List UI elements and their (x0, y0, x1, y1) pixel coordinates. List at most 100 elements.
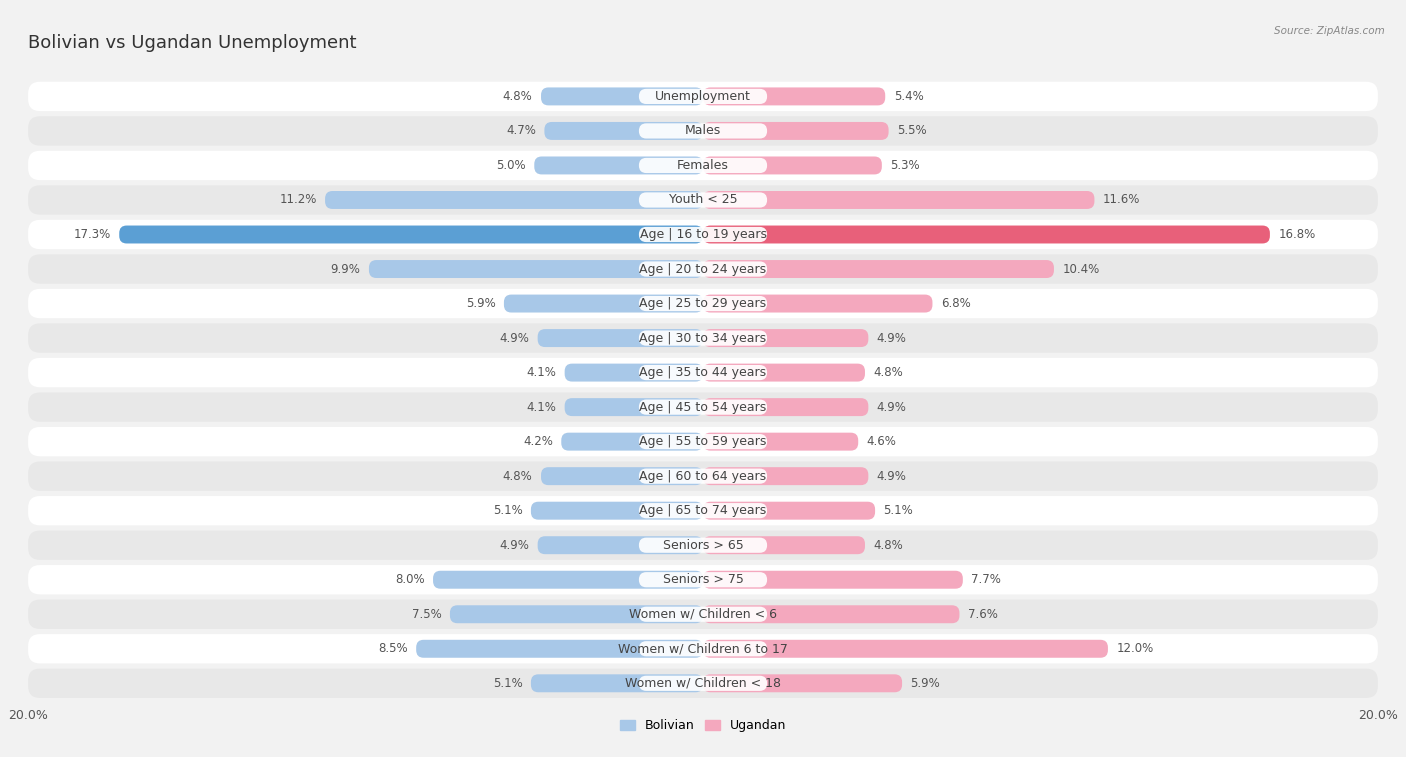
FancyBboxPatch shape (537, 329, 703, 347)
Text: 5.9%: 5.9% (911, 677, 941, 690)
FancyBboxPatch shape (28, 151, 1378, 180)
FancyBboxPatch shape (28, 392, 1378, 422)
FancyBboxPatch shape (28, 634, 1378, 663)
Legend: Bolivian, Ugandan: Bolivian, Ugandan (620, 719, 786, 732)
FancyBboxPatch shape (565, 398, 703, 416)
FancyBboxPatch shape (561, 433, 703, 450)
Text: 5.1%: 5.1% (492, 677, 523, 690)
FancyBboxPatch shape (28, 668, 1378, 698)
FancyBboxPatch shape (28, 117, 1378, 145)
FancyBboxPatch shape (28, 220, 1378, 249)
Text: 16.8%: 16.8% (1278, 228, 1316, 241)
FancyBboxPatch shape (638, 537, 768, 553)
Text: Males: Males (685, 124, 721, 138)
Text: 5.5%: 5.5% (897, 124, 927, 138)
FancyBboxPatch shape (28, 289, 1378, 318)
Text: Bolivian vs Ugandan Unemployment: Bolivian vs Ugandan Unemployment (28, 33, 357, 51)
Text: Age | 25 to 29 years: Age | 25 to 29 years (640, 297, 766, 310)
FancyBboxPatch shape (28, 565, 1378, 594)
Text: 17.3%: 17.3% (73, 228, 111, 241)
Text: Females: Females (678, 159, 728, 172)
FancyBboxPatch shape (541, 88, 703, 105)
FancyBboxPatch shape (28, 496, 1378, 525)
Text: 4.1%: 4.1% (526, 400, 557, 413)
Text: 11.2%: 11.2% (280, 194, 316, 207)
Text: 5.0%: 5.0% (496, 159, 526, 172)
Text: 7.7%: 7.7% (972, 573, 1001, 586)
FancyBboxPatch shape (638, 331, 768, 346)
Text: Women w/ Children < 18: Women w/ Children < 18 (626, 677, 780, 690)
FancyBboxPatch shape (703, 433, 858, 450)
FancyBboxPatch shape (703, 294, 932, 313)
Text: 5.1%: 5.1% (492, 504, 523, 517)
FancyBboxPatch shape (531, 674, 703, 692)
Text: 12.0%: 12.0% (1116, 642, 1153, 656)
Text: 4.8%: 4.8% (503, 469, 533, 483)
Text: 8.5%: 8.5% (378, 642, 408, 656)
FancyBboxPatch shape (703, 674, 903, 692)
Text: Seniors > 75: Seniors > 75 (662, 573, 744, 586)
Text: 4.9%: 4.9% (499, 539, 529, 552)
FancyBboxPatch shape (703, 157, 882, 174)
FancyBboxPatch shape (120, 226, 703, 244)
Text: Women w/ Children < 6: Women w/ Children < 6 (628, 608, 778, 621)
FancyBboxPatch shape (638, 676, 768, 691)
Text: Age | 16 to 19 years: Age | 16 to 19 years (640, 228, 766, 241)
FancyBboxPatch shape (638, 192, 768, 207)
FancyBboxPatch shape (638, 400, 768, 415)
FancyBboxPatch shape (638, 89, 768, 104)
FancyBboxPatch shape (638, 572, 768, 587)
Text: 4.6%: 4.6% (866, 435, 897, 448)
Text: 4.8%: 4.8% (503, 90, 533, 103)
Text: 5.1%: 5.1% (883, 504, 914, 517)
Text: 5.4%: 5.4% (894, 90, 924, 103)
FancyBboxPatch shape (638, 261, 768, 276)
Text: 4.9%: 4.9% (877, 332, 907, 344)
Text: Age | 30 to 34 years: Age | 30 to 34 years (640, 332, 766, 344)
FancyBboxPatch shape (537, 536, 703, 554)
FancyBboxPatch shape (638, 469, 768, 484)
FancyBboxPatch shape (28, 82, 1378, 111)
Text: 6.8%: 6.8% (941, 297, 970, 310)
Text: Age | 20 to 24 years: Age | 20 to 24 years (640, 263, 766, 276)
Text: Age | 60 to 64 years: Age | 60 to 64 years (640, 469, 766, 483)
FancyBboxPatch shape (541, 467, 703, 485)
Text: 11.6%: 11.6% (1102, 194, 1140, 207)
FancyBboxPatch shape (638, 641, 768, 656)
FancyBboxPatch shape (703, 329, 869, 347)
FancyBboxPatch shape (638, 158, 768, 173)
FancyBboxPatch shape (703, 122, 889, 140)
FancyBboxPatch shape (28, 254, 1378, 284)
FancyBboxPatch shape (565, 363, 703, 382)
FancyBboxPatch shape (531, 502, 703, 519)
Text: Unemployment: Unemployment (655, 90, 751, 103)
Text: 7.6%: 7.6% (967, 608, 998, 621)
FancyBboxPatch shape (28, 427, 1378, 456)
FancyBboxPatch shape (638, 365, 768, 380)
Text: Youth < 25: Youth < 25 (669, 194, 737, 207)
Text: Age | 65 to 74 years: Age | 65 to 74 years (640, 504, 766, 517)
FancyBboxPatch shape (503, 294, 703, 313)
FancyBboxPatch shape (28, 462, 1378, 491)
FancyBboxPatch shape (703, 398, 869, 416)
Text: Age | 55 to 59 years: Age | 55 to 59 years (640, 435, 766, 448)
FancyBboxPatch shape (703, 260, 1054, 278)
FancyBboxPatch shape (703, 467, 869, 485)
FancyBboxPatch shape (703, 571, 963, 589)
Text: 5.9%: 5.9% (465, 297, 495, 310)
FancyBboxPatch shape (28, 358, 1378, 388)
FancyBboxPatch shape (28, 600, 1378, 629)
FancyBboxPatch shape (638, 123, 768, 139)
FancyBboxPatch shape (703, 502, 875, 519)
FancyBboxPatch shape (28, 531, 1378, 560)
FancyBboxPatch shape (544, 122, 703, 140)
FancyBboxPatch shape (703, 606, 959, 623)
FancyBboxPatch shape (703, 88, 886, 105)
FancyBboxPatch shape (28, 185, 1378, 215)
FancyBboxPatch shape (638, 606, 768, 621)
FancyBboxPatch shape (28, 323, 1378, 353)
Text: 4.9%: 4.9% (877, 469, 907, 483)
Text: Source: ZipAtlas.com: Source: ZipAtlas.com (1274, 26, 1385, 36)
Text: Age | 35 to 44 years: Age | 35 to 44 years (640, 366, 766, 379)
FancyBboxPatch shape (368, 260, 703, 278)
